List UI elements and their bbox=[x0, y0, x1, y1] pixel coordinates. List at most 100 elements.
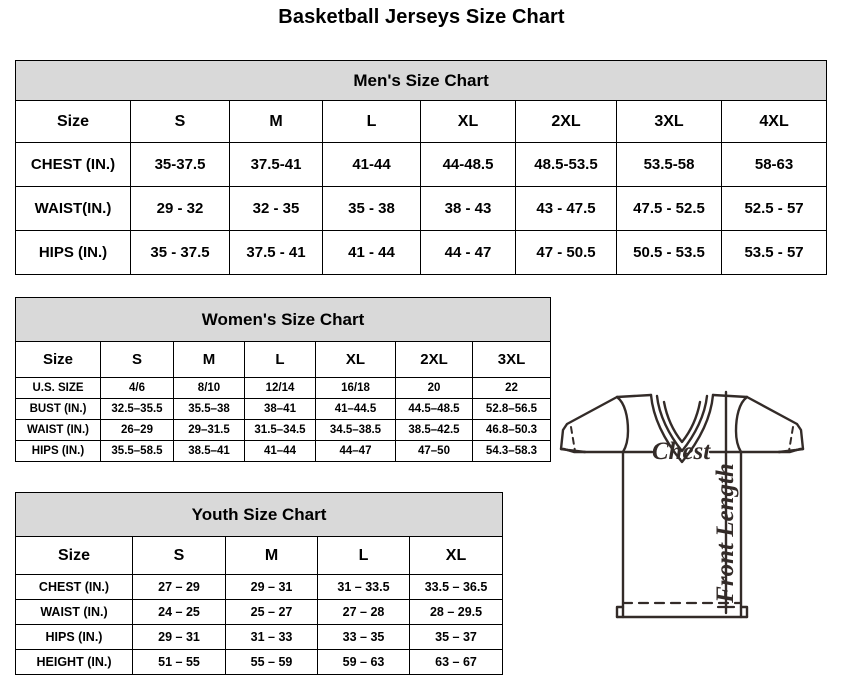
womens-waist-l: 31.5–34.5 bbox=[244, 419, 316, 441]
table-row: HIPS (IN.) 29 – 31 31 – 33 33 – 35 35 – … bbox=[15, 624, 504, 650]
neckline-outer bbox=[649, 393, 715, 464]
womens-row-label-bust: BUST (IN.) bbox=[15, 398, 101, 420]
mens-header-3xl: 3XL bbox=[616, 100, 722, 143]
youth-height-m: 55 – 59 bbox=[225, 649, 318, 675]
youth-header-xl: XL bbox=[408, 536, 504, 575]
mens-row-label-waist: WAIST(IN.) bbox=[15, 186, 131, 231]
youth-hips-m: 31 – 33 bbox=[225, 624, 318, 650]
mens-header-m: M bbox=[229, 100, 323, 143]
womens-hips-3xl: 54.3–58.3 bbox=[471, 440, 552, 462]
mens-waist-3xl: 47.5 - 52.5 bbox=[616, 186, 722, 231]
table-row: HIPS (IN.) 35 - 37.5 37.5 - 41 41 - 44 4… bbox=[15, 230, 828, 275]
table-row: BUST (IN.) 32.5–35.5 35.5–38 38–41 41–44… bbox=[15, 398, 552, 420]
womens-waist-3xl: 46.8–50.3 bbox=[471, 419, 552, 441]
chest-label: Chest bbox=[652, 438, 711, 465]
mens-chest-4xl: 58-63 bbox=[720, 142, 828, 187]
womens-bust-2xl: 44.5–48.5 bbox=[395, 398, 473, 420]
youth-height-s: 51 – 55 bbox=[132, 649, 226, 675]
front-length-label: Front Length bbox=[712, 463, 739, 604]
table-row: WAIST(IN.) 29 - 32 32 - 35 35 - 38 38 - … bbox=[15, 186, 828, 231]
table-row: CHEST (IN.) 27 – 29 29 – 31 31 – 33.5 33… bbox=[15, 574, 504, 600]
womens-size-chart-table: Women's Size Chart Size S M L XL 2XL 3XL… bbox=[14, 297, 552, 462]
youth-chest-m: 29 – 31 bbox=[225, 574, 318, 600]
table-row: CHEST (IN.) 35-37.5 37.5-41 41-44 44-48.… bbox=[15, 142, 828, 187]
mens-waist-s: 29 - 32 bbox=[130, 186, 230, 231]
womens-header-3xl: 3XL bbox=[471, 341, 552, 378]
mens-chest-3xl: 53.5-58 bbox=[616, 142, 722, 187]
mens-hips-m: 37.5 - 41 bbox=[229, 230, 323, 275]
mens-size-chart-table: Men's Size Chart Size S M L XL 2XL 3XL 4… bbox=[14, 60, 828, 275]
youth-header-s: S bbox=[132, 536, 226, 575]
mens-waist-l: 35 - 38 bbox=[322, 186, 421, 231]
mens-row-label-chest: CHEST (IN.) bbox=[15, 142, 131, 187]
mens-chart-title: Men's Size Chart bbox=[14, 60, 828, 101]
womens-bust-l: 38–41 bbox=[244, 398, 316, 420]
table-row: WAIST (IN.) 24 – 25 25 – 27 27 – 28 28 –… bbox=[15, 599, 504, 625]
youth-row-label-chest: CHEST (IN.) bbox=[15, 574, 133, 600]
womens-header-2xl: 2XL bbox=[395, 341, 473, 378]
youth-waist-xl: 28 – 29.5 bbox=[408, 599, 504, 625]
mens-hips-4xl: 53.5 - 57 bbox=[720, 230, 828, 275]
youth-hips-l: 33 – 35 bbox=[317, 624, 410, 650]
youth-waist-m: 25 – 27 bbox=[225, 599, 318, 625]
womens-hips-m: 38.5–41 bbox=[173, 440, 245, 462]
youth-hips-s: 29 – 31 bbox=[132, 624, 226, 650]
womens-bust-s: 32.5–35.5 bbox=[100, 398, 174, 420]
youth-header-size: Size bbox=[15, 536, 133, 575]
womens-chart-title: Women's Size Chart bbox=[14, 297, 552, 342]
mens-header-2xl: 2XL bbox=[515, 100, 617, 143]
womens-hips-l: 41–44 bbox=[244, 440, 316, 462]
womens-hips-xl: 44–47 bbox=[315, 440, 396, 462]
womens-ussize-3xl: 22 bbox=[471, 377, 552, 399]
youth-height-xl: 63 – 67 bbox=[408, 649, 504, 675]
womens-ussize-m: 8/10 bbox=[173, 377, 245, 399]
page-title: Basketball Jerseys Size Chart bbox=[278, 6, 565, 28]
mens-waist-2xl: 43 - 47.5 bbox=[515, 186, 617, 231]
womens-waist-xl: 34.5–38.5 bbox=[315, 419, 396, 441]
womens-ussize-2xl: 20 bbox=[395, 377, 473, 399]
mens-header-row: Size S M L XL 2XL 3XL 4XL bbox=[15, 100, 828, 143]
womens-header-size: Size bbox=[15, 341, 101, 378]
womens-row-label-us-size: U.S. SIZE bbox=[15, 377, 101, 399]
right-sleeve-outline bbox=[745, 395, 805, 454]
neckline-band-2 bbox=[662, 400, 702, 444]
table-row: U.S. SIZE 4/6 8/10 12/14 16/18 20 22 bbox=[15, 377, 552, 399]
youth-header-row: Size S M L XL bbox=[15, 536, 504, 575]
womens-header-m: M bbox=[173, 341, 245, 378]
mens-waist-m: 32 - 35 bbox=[229, 186, 323, 231]
youth-waist-l: 27 – 28 bbox=[317, 599, 410, 625]
womens-hips-2xl: 47–50 bbox=[395, 440, 473, 462]
youth-waist-s: 24 – 25 bbox=[132, 599, 226, 625]
womens-header-xl: XL bbox=[315, 341, 396, 378]
womens-header-s: S bbox=[100, 341, 174, 378]
youth-header-l: L bbox=[317, 536, 410, 575]
womens-row-label-waist: WAIST (IN.) bbox=[15, 419, 101, 441]
left-sleeve-outline bbox=[559, 395, 619, 454]
womens-waist-s: 26–29 bbox=[100, 419, 174, 441]
mens-chest-s: 35-37.5 bbox=[130, 142, 230, 187]
mens-waist-xl: 38 - 43 bbox=[420, 186, 516, 231]
left-cuff-dashed-line bbox=[570, 426, 576, 452]
mens-header-xl: XL bbox=[420, 100, 516, 143]
youth-chest-xl: 33.5 – 36.5 bbox=[408, 574, 504, 600]
neckline-band-1 bbox=[655, 394, 709, 453]
mens-hips-2xl: 47 - 50.5 bbox=[515, 230, 617, 275]
mens-chest-m: 37.5-41 bbox=[229, 142, 323, 187]
mens-hips-3xl: 50.5 - 53.5 bbox=[616, 230, 722, 275]
table-row: HEIGHT (IN.) 51 – 55 55 – 59 59 – 63 63 … bbox=[15, 649, 504, 675]
womens-row-label-hips: HIPS (IN.) bbox=[15, 440, 101, 462]
mens-hips-s: 35 - 37.5 bbox=[130, 230, 230, 275]
womens-header-row: Size S M L XL 2XL 3XL bbox=[15, 341, 552, 378]
mens-chest-l: 41-44 bbox=[322, 142, 421, 187]
youth-hips-xl: 35 – 37 bbox=[408, 624, 504, 650]
table-row: HIPS (IN.) 35.5–58.5 38.5–41 41–44 44–47… bbox=[15, 440, 552, 462]
mens-header-s: S bbox=[130, 100, 230, 143]
youth-row-label-hips: HIPS (IN.) bbox=[15, 624, 133, 650]
womens-ussize-s: 4/6 bbox=[100, 377, 174, 399]
youth-row-label-waist: WAIST (IN.) bbox=[15, 599, 133, 625]
mens-header-size: Size bbox=[15, 100, 131, 143]
table-row: WAIST (IN.) 26–29 29–31.5 31.5–34.5 34.5… bbox=[15, 419, 552, 441]
womens-bust-xl: 41–44.5 bbox=[315, 398, 396, 420]
womens-ussize-l: 12/14 bbox=[244, 377, 316, 399]
youth-size-chart-table: Youth Size Chart Size S M L XL CHEST (IN… bbox=[14, 492, 504, 675]
